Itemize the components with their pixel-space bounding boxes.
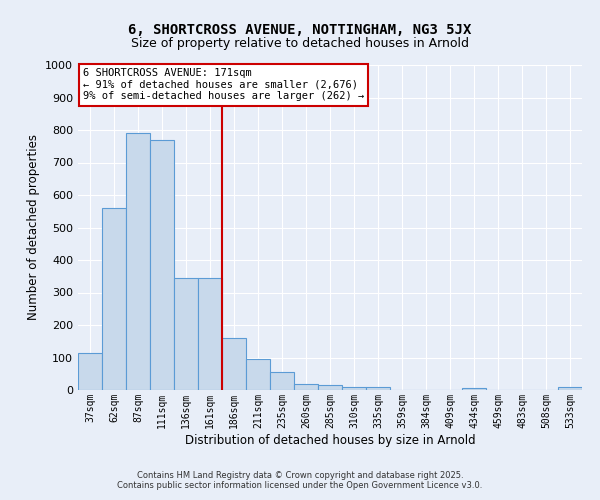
- Bar: [198, 278, 222, 390]
- Text: Size of property relative to detached houses in Arnold: Size of property relative to detached ho…: [131, 38, 469, 51]
- Bar: [78, 352, 102, 390]
- Bar: [174, 278, 198, 390]
- Bar: [366, 387, 390, 390]
- Bar: [150, 140, 174, 390]
- Bar: [558, 387, 582, 390]
- Bar: [342, 387, 366, 390]
- X-axis label: Distribution of detached houses by size in Arnold: Distribution of detached houses by size …: [185, 434, 475, 446]
- Y-axis label: Number of detached properties: Number of detached properties: [26, 134, 40, 320]
- Bar: [222, 338, 246, 390]
- Bar: [246, 359, 270, 390]
- Text: 6 SHORTCROSS AVENUE: 171sqm
← 91% of detached houses are smaller (2,676)
9% of s: 6 SHORTCROSS AVENUE: 171sqm ← 91% of det…: [83, 68, 364, 102]
- Text: Contains HM Land Registry data © Crown copyright and database right 2025.: Contains HM Land Registry data © Crown c…: [137, 471, 463, 480]
- Text: Contains public sector information licensed under the Open Government Licence v3: Contains public sector information licen…: [118, 481, 482, 490]
- Text: 6, SHORTCROSS AVENUE, NOTTINGHAM, NG3 5JX: 6, SHORTCROSS AVENUE, NOTTINGHAM, NG3 5J…: [128, 22, 472, 36]
- Bar: [102, 208, 126, 390]
- Bar: [294, 384, 318, 390]
- Bar: [462, 388, 486, 390]
- Bar: [270, 372, 294, 390]
- Bar: [126, 133, 150, 390]
- Bar: [318, 385, 342, 390]
